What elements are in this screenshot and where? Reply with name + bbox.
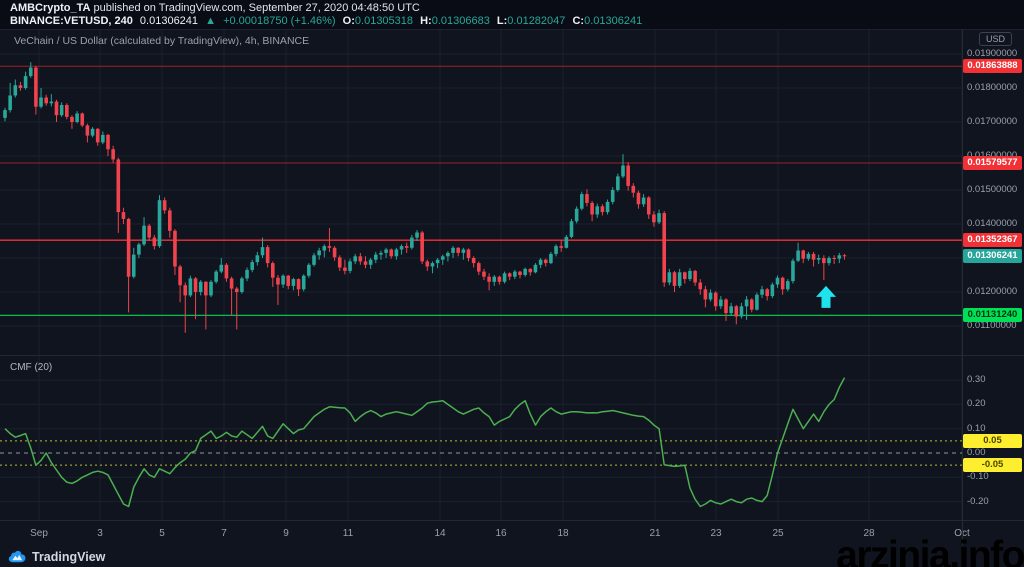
time-axis-label: 14 [434,528,446,539]
publish-info: published on TradingView.com, September … [90,2,420,14]
open-label: O: [342,15,355,27]
close-label: C: [572,15,585,27]
time-axis-label: 25 [772,528,784,539]
footer: TradingView [8,546,105,567]
last-price: 0.01306241 [139,15,199,27]
cmf-tick-label: 0.00 [967,447,986,458]
symbol-status-line: BINANCE:VETUSD, 240 0.01306241 ▲ +0.0001… [10,15,646,27]
price-tick-label: 0.01400000 [967,218,1018,229]
cmf-tick-label: -0.10 [967,471,989,483]
time-axis-label: 7 [221,528,227,539]
header-bar: AMBCrypto_TA published on TradingView.co… [0,0,1024,30]
time-axis-label: 11 [342,528,354,539]
watermark-text: arzinja.info [836,534,1024,567]
cmf-tick-label: -0.20 [967,495,989,507]
cmf-tick-label: 0.20 [967,398,986,410]
low-value: 0.01282047 [507,15,566,27]
pane-divider[interactable] [0,355,1024,356]
time-axis-label: Sep [30,528,48,539]
support-price-badge[interactable]: 0.01131240 [963,308,1022,323]
time-axis-label: 3 [97,528,103,539]
time-axis[interactable]: Sep 3 5 7 9 11 14 16 18 21 23 25 28 Oct [0,520,970,545]
low-label: L: [496,15,508,27]
price-tick-label: 0.01900000 [967,48,1018,59]
open-value: 0.01305318 [354,15,414,27]
cmf-band-badge[interactable]: -0.05 [963,458,1022,473]
tradingview-logo-text[interactable]: TradingView [32,549,106,564]
price-tick-label: 0.01600000 [967,150,1017,161]
up-arrow-annotation[interactable] [816,285,836,308]
time-axis-label: 23 [710,528,722,539]
high-label: H: [420,15,432,27]
cmf-tick-label: 0.30 [967,374,986,386]
time-axis-label: 9 [283,528,289,539]
time-axis-label: 16 [495,528,507,539]
cmf-indicator-pane[interactable] [0,355,962,520]
publish-line: AMBCrypto_TA published on TradingView.co… [10,2,420,14]
cmf-indicator-label[interactable]: CMF (20) [10,362,53,373]
currency-label[interactable]: USD [979,32,1013,46]
price-axis[interactable]: USD [962,28,1024,545]
price-tick-label: 0.01800000 [967,82,1018,93]
price-tick-label: 0.01700000 [967,116,1018,127]
resistance-price-badge[interactable]: 0.01352367 [963,233,1022,248]
price-tick-label: 0.01100000 [967,320,1017,331]
time-axis-label: 21 [649,528,661,539]
resistance-price-badge[interactable]: 0.01579577 [963,155,1022,170]
price-change: +0.00018750 (+1.46%) [223,15,336,27]
time-axis-label: 18 [557,528,569,539]
price-tick-label: 0.01500000 [967,184,1018,195]
time-axis-label: 28 [863,528,875,539]
cmf-band-badge[interactable]: 0.05 [963,433,1022,448]
up-triangle-icon: ▲ [205,15,216,27]
current-price-badge[interactable]: 0.01306241 [963,248,1022,263]
symbol-interval: BINANCE:VETUSD, 240 [10,15,133,27]
resistance-price-badge[interactable]: 0.01863888 [963,59,1022,74]
high-value: 0.01306683 [431,15,490,27]
cmf-series-line [4,377,846,508]
time-axis-label: 5 [159,528,165,539]
cmf-tick-label: 0.10 [967,422,986,434]
author-name: AMBCrypto_TA [10,2,91,14]
price-tick-label: 0.01200000 [967,286,1018,297]
price-pane-candlestick-chart[interactable] [0,28,962,355]
tradingview-logo-icon[interactable] [8,550,27,563]
chart-title: VeChain / US Dollar (calculated by Tradi… [14,35,310,47]
close-value: 0.01306241 [584,15,643,27]
axis-divider [0,520,1024,521]
